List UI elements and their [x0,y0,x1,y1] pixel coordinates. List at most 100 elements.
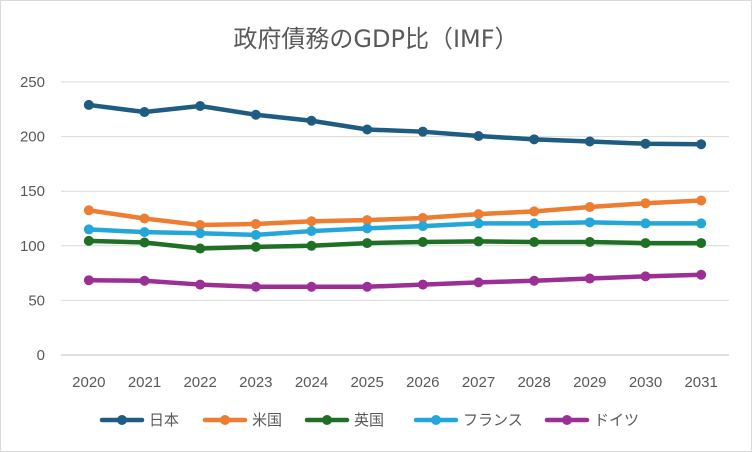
series-4 [83,269,707,292]
data-point [473,236,484,247]
data-point [473,131,484,142]
chart-title: 政府債務のGDP比（IMF） [233,25,518,53]
data-point [195,243,206,254]
series-line [86,238,704,251]
data-point [306,115,317,126]
data-point [640,218,651,229]
x-tick-label: 2024 [295,374,328,391]
data-point [417,212,428,223]
x-tick-label: 2025 [350,374,383,391]
data-point [362,281,373,292]
legend-label: 米国 [252,411,282,429]
data-point [417,236,428,247]
legend-item: フランス [413,411,523,429]
x-tick-label: 2023 [239,374,272,391]
y-axis-ticks: 0 50 100 150 200 250 [20,74,45,364]
data-point [250,281,261,292]
legend-swatch-marker [117,415,127,425]
data-point [696,195,707,206]
data-point [306,240,317,251]
data-point [529,218,540,229]
data-point [250,109,261,120]
legend-item: 英国 [304,411,384,429]
legend-item: ドイツ [544,411,639,429]
data-point [584,273,595,284]
data-point [640,271,651,282]
data-point [306,216,317,227]
x-axis-ticks: 2020 2021 2022 2023 2024 2025 2026 2027 2028 2029… [72,374,718,391]
data-point [417,126,428,137]
x-tick-label: 2021 [128,374,161,391]
legend-swatch-marker [431,415,441,425]
data-point [584,236,595,247]
data-point [139,107,150,118]
data-point [139,213,150,224]
data-point [584,136,595,147]
data-point [139,275,150,286]
data-point [696,139,707,150]
data-point [640,238,651,249]
data-point [83,235,94,246]
data-point [195,220,206,231]
data-point [640,138,651,149]
y-tick-label: 150 [20,183,45,200]
x-tick-label: 2026 [406,374,439,391]
x-tick-label: 2020 [72,374,105,391]
data-point [473,209,484,220]
data-point [195,101,206,112]
data-point [83,224,94,235]
data-point [529,134,540,145]
legend: 日本 米国 英国 フランス ドイツ [99,411,639,429]
data-point [362,215,373,226]
x-tick-label: 2028 [517,374,550,391]
data-point [417,279,428,290]
legend-swatch-marker [220,415,230,425]
legend-swatch-marker [562,415,572,425]
data-point [529,236,540,247]
data-point [139,237,150,248]
data-point [529,275,540,286]
legend-label: 日本 [149,411,179,429]
data-point [362,238,373,249]
data-point [83,275,94,286]
series-line [86,220,704,238]
data-point [139,227,150,238]
y-tick-label: 100 [20,238,45,255]
x-tick-label: 2027 [462,374,495,391]
data-point [696,218,707,229]
legend-label: フランス [463,411,523,429]
x-tick-label: 2029 [573,374,606,391]
legend-item: 米国 [202,411,282,429]
data-point [362,223,373,234]
series-lines [83,99,707,292]
data-point [195,228,206,239]
data-point [696,238,707,249]
y-tick-label: 250 [20,74,45,91]
legend-label: 英国 [354,411,384,429]
y-tick-label: 0 [37,347,45,364]
series-line [86,272,704,289]
data-point [83,99,94,110]
data-point [250,229,261,240]
data-point [584,202,595,213]
series-1 [83,195,707,231]
data-point [584,217,595,228]
x-tick-label: 2030 [629,374,662,391]
data-point [473,277,484,288]
x-tick-label: 2022 [183,374,216,391]
data-point [250,241,261,252]
data-point [195,279,206,290]
y-tick-label: 200 [20,129,45,146]
data-point [306,281,317,292]
data-point [83,205,94,216]
data-point [696,269,707,280]
data-point [250,218,261,229]
series-line [86,198,704,228]
data-point [362,124,373,135]
y-tick-label: 50 [28,292,45,309]
legend-label: ドイツ [594,411,639,429]
legend-item: 日本 [99,411,179,429]
series-line [86,102,704,147]
